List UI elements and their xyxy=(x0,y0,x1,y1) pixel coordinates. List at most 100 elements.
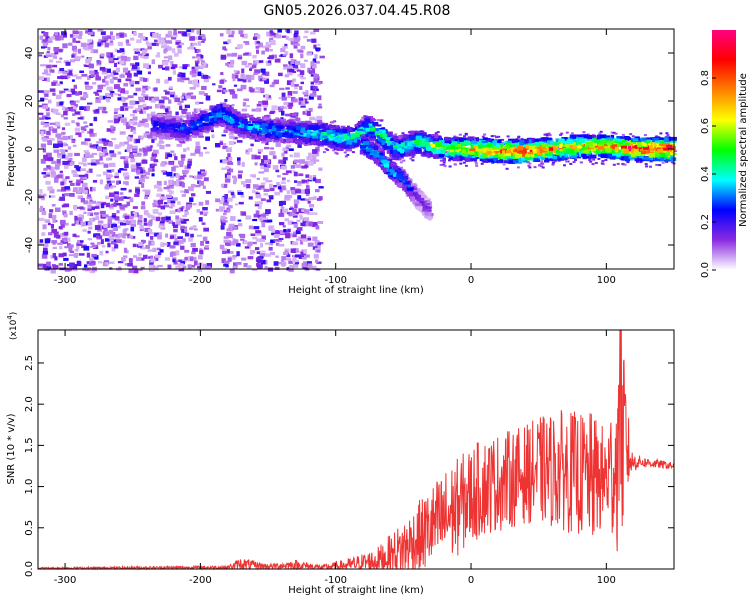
spectrogram-cell xyxy=(74,127,80,132)
spectrogram-cell xyxy=(151,215,155,221)
spectrogram-cell xyxy=(189,45,194,50)
spectrogram-cell xyxy=(291,113,297,117)
spectrogram-cell xyxy=(114,244,119,249)
spectrogram-cell xyxy=(175,41,182,45)
spectrogram-cell xyxy=(278,262,283,265)
spectrogram-cell xyxy=(409,130,415,135)
spectrogram-cell xyxy=(319,136,325,141)
spectrogram-cell xyxy=(309,208,313,211)
spectrogram-cell xyxy=(169,161,174,165)
spectrogram-cell xyxy=(38,194,42,198)
spectrogram-cell xyxy=(184,232,190,237)
spectrogram-cell xyxy=(166,110,172,115)
spectrogram-cell xyxy=(47,140,52,145)
spectrogram-cell xyxy=(55,164,60,170)
figure-title: GN05.2026.037.04.45.R08 xyxy=(264,3,451,19)
spectrogram-cell xyxy=(198,151,203,157)
spectrogram-cell xyxy=(346,125,350,128)
spectrogram-cell xyxy=(59,68,65,72)
spectrogram-cell xyxy=(142,49,147,54)
spectrogram-cell xyxy=(153,265,159,271)
spectrogram-cell xyxy=(330,143,335,149)
spectrogram-cell xyxy=(153,96,160,101)
spectrogram-cell xyxy=(150,42,157,46)
spectrogram-cell xyxy=(87,221,93,226)
spectrogram-cell xyxy=(171,35,178,38)
spectrogram-cell xyxy=(163,180,167,185)
spectrogram-cell xyxy=(153,39,158,43)
spectrogram-cell xyxy=(312,236,318,242)
spectrogram-cell xyxy=(78,174,82,177)
spectrogram-cell xyxy=(464,133,468,136)
spectrogram-cell xyxy=(156,52,161,57)
spectrogram-cell xyxy=(73,84,77,89)
spectrogram-cell xyxy=(109,93,114,97)
spectrogram-cell xyxy=(283,66,289,70)
spectrogram-cell xyxy=(301,257,307,260)
spectrogram-cell xyxy=(245,42,250,46)
spectrogram-cell xyxy=(126,125,130,130)
spectrogram-cell xyxy=(255,194,262,199)
spectrogram-cell xyxy=(55,83,61,86)
spectrogram-cell xyxy=(138,33,143,38)
spectrogram-cell xyxy=(649,160,653,163)
spectrogram-cell xyxy=(123,213,128,218)
spectrogram-cell xyxy=(488,148,494,153)
spectrogram-cell xyxy=(142,148,148,153)
spectrogram-cell xyxy=(165,216,171,221)
spectrogram-cell xyxy=(234,74,239,79)
spectrogram-cell xyxy=(183,218,189,221)
spectrogram-cell xyxy=(215,208,219,212)
spectrogram-cell xyxy=(226,249,230,254)
spectrogram-cell xyxy=(319,55,325,59)
spectrogram-cell xyxy=(127,234,131,239)
spectrogram-cell xyxy=(48,137,54,141)
spectrogram-cell xyxy=(272,165,279,170)
spectrogram-cell xyxy=(142,118,148,123)
spectrogram-cell xyxy=(236,243,241,247)
spectrogram-cell xyxy=(628,139,633,145)
spectrogram-cell xyxy=(270,147,275,150)
spectrogram-cell xyxy=(511,144,517,147)
spectrogram-cell xyxy=(86,196,93,200)
spectrogram-cell xyxy=(223,202,229,206)
spectrogram-cell xyxy=(230,241,235,246)
spectrogram-cell xyxy=(50,173,57,178)
spectrogram-cell xyxy=(118,114,122,117)
spectrogram-cell xyxy=(67,75,71,79)
spectrogram-cell xyxy=(68,135,72,140)
spectrogram-cell xyxy=(527,164,531,167)
spectrogram-cell xyxy=(131,167,136,172)
spectrogram-cell xyxy=(95,202,101,208)
spectrogram-cell xyxy=(43,167,48,171)
spectrogram-cell xyxy=(184,211,189,215)
spectrogram-cell xyxy=(79,106,84,110)
spectrogram-cell xyxy=(179,207,184,212)
spectrogram-cell xyxy=(79,176,84,181)
spectrogram-cell xyxy=(164,127,171,131)
spectrogram-cell xyxy=(637,147,645,152)
spectrogram-cell xyxy=(67,89,71,92)
spectrogram-cell xyxy=(77,195,83,199)
spectrogram-cell xyxy=(177,240,182,245)
spectrogram-cell xyxy=(240,181,246,185)
spectrogram-cell xyxy=(132,116,138,121)
spectrogram-cell xyxy=(535,146,539,149)
spectrogram-cell xyxy=(172,197,178,201)
spectrogram-cell xyxy=(172,64,178,68)
spectrogram-cell xyxy=(203,62,207,67)
spectrogram-cell xyxy=(226,29,231,34)
spectrogram-cell xyxy=(148,229,153,233)
spectrogram-cell xyxy=(269,151,275,156)
spectrogram-cell xyxy=(81,74,88,77)
spectrogram-cell xyxy=(667,152,675,158)
spectrogram-cell xyxy=(168,99,172,104)
spectrogram-cell xyxy=(304,93,309,97)
spectrogram-cell xyxy=(201,172,206,177)
spectrogram-cell xyxy=(73,106,77,110)
spectrogram-cell xyxy=(250,143,254,147)
spectrogram-cell xyxy=(150,236,154,240)
spectrogram-cell xyxy=(379,132,385,138)
spectrogram-cell xyxy=(143,78,148,82)
spectrogram-cell xyxy=(43,122,49,124)
